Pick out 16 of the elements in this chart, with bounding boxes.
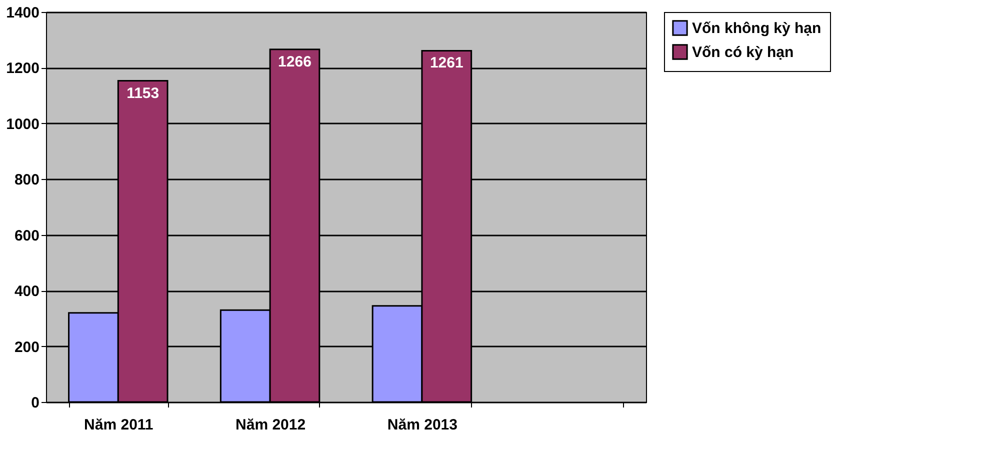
y-tick-label: 0 (31, 394, 40, 412)
y-tick-label: 800 (14, 172, 40, 189)
x-tick-label: Năm 2011 (84, 416, 154, 434)
data-label: 1153 (126, 84, 160, 102)
y-tick-label: 400 (14, 283, 40, 300)
y-tick-label: 1000 (6, 116, 40, 133)
data-label: 1261 (430, 54, 464, 72)
y-tick-label: 1400 (6, 4, 40, 22)
y-tick-label: 200 (14, 338, 40, 356)
y-tick-label: 600 (14, 227, 40, 244)
legend-label: Vốn có kỳ hạn (692, 44, 794, 61)
x-tick-label: Năm 2012 (236, 416, 306, 434)
y-tick-label: 1200 (6, 60, 40, 78)
data-label: 1266 (278, 53, 312, 70)
x-tick-label: Năm 2013 (387, 416, 458, 434)
legend-label: Vốn không kỳ hạn (692, 20, 822, 37)
